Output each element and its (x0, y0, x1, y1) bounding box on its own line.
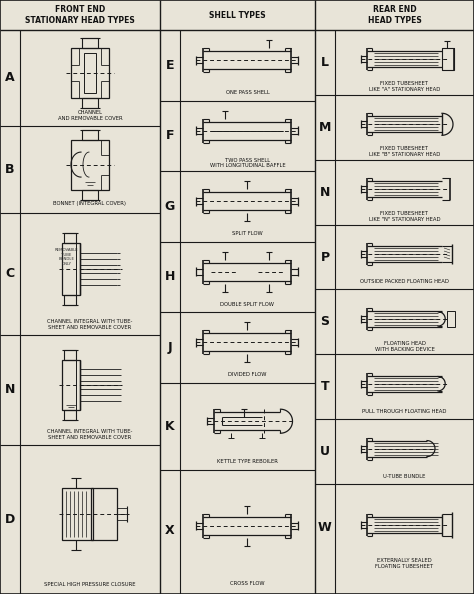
Bar (71, 48, 109, 98)
Text: J: J (168, 341, 173, 354)
Text: DIVIDED FLOW: DIVIDED FLOW (228, 372, 267, 377)
Text: H: H (165, 270, 175, 283)
Text: FRONT END
STATIONARY HEAD TYPES: FRONT END STATIONARY HEAD TYPES (25, 5, 135, 25)
Text: FIXED TUBESHEET
LIKE "N" STATIONARY HEAD: FIXED TUBESHEET LIKE "N" STATIONARY HEAD (369, 211, 440, 222)
Text: W: W (318, 521, 332, 534)
Text: P: P (320, 251, 329, 264)
Text: C: C (5, 267, 15, 280)
Text: SHELL TYPES: SHELL TYPES (209, 11, 266, 20)
Text: N: N (320, 186, 330, 198)
Text: EXTERNALLY SEALED
FLOATING TUBESHEET: EXTERNALLY SEALED FLOATING TUBESHEET (375, 558, 434, 569)
Text: OUTSIDE PACKED FLOATING HEAD: OUTSIDE PACKED FLOATING HEAD (360, 279, 449, 284)
Text: E: E (166, 59, 174, 72)
Bar (71, 140, 109, 189)
Text: SPECIAL HIGH PRESSURE CLOSURE: SPECIAL HIGH PRESSURE CLOSURE (44, 582, 136, 586)
Text: FLOATING HEAD
WITH BACKING DEVICE: FLOATING HEAD WITH BACKING DEVICE (374, 341, 435, 352)
Text: A: A (5, 71, 15, 84)
Bar (82, 38, 98, 48)
Bar (82, 129, 98, 140)
Text: B: B (5, 163, 15, 176)
Text: DOUBLE SPLIT FLOW: DOUBLE SPLIT FLOW (220, 302, 274, 307)
Text: ONE PASS SHELL: ONE PASS SHELL (226, 90, 269, 95)
Bar (442, 49, 454, 71)
Text: U-TUBE BUNDLE: U-TUBE BUNDLE (383, 473, 426, 479)
Text: BONNET (INTEGRAL COVER): BONNET (INTEGRAL COVER) (54, 201, 127, 206)
Bar (63, 359, 81, 409)
Bar (64, 295, 76, 305)
Text: L: L (321, 56, 329, 69)
Bar (64, 349, 76, 359)
Text: TWO PASS SHELL
WITH LONGITUDINAL BAFFLE: TWO PASS SHELL WITH LONGITUDINAL BAFFLE (210, 157, 285, 169)
Text: REAR END
HEAD TYPES: REAR END HEAD TYPES (368, 5, 421, 25)
Bar (82, 189, 98, 200)
Bar (63, 488, 93, 541)
Text: KETTLE TYPE REBOILER: KETTLE TYPE REBOILER (217, 459, 278, 465)
Text: M: M (319, 121, 331, 134)
Text: CHANNEL INTEGRAL WITH TUBE-
SHEET AND REMOVABLE COVER: CHANNEL INTEGRAL WITH TUBE- SHEET AND RE… (47, 319, 133, 330)
Text: SPLIT FLOW: SPLIT FLOW (232, 231, 263, 236)
Text: REMOVABLE
TUBE
BUNDLE
ONLY: REMOVABLE TUBE BUNDLE ONLY (55, 248, 78, 266)
Text: T: T (321, 380, 329, 393)
Text: X: X (165, 524, 175, 537)
Bar (84, 53, 96, 93)
Text: FIXED TUBESHEET
LIKE "B" STATIONARY HEAD: FIXED TUBESHEET LIKE "B" STATIONARY HEAD (369, 146, 440, 157)
Bar (91, 488, 118, 541)
Text: CROSS FLOW: CROSS FLOW (230, 581, 265, 586)
Text: N: N (5, 383, 15, 396)
Text: CHANNEL INTEGRAL WITH TUBE-
SHEET AND REMOVABLE COVER: CHANNEL INTEGRAL WITH TUBE- SHEET AND RE… (47, 429, 133, 440)
Text: K: K (165, 420, 175, 432)
Text: FIXED TUBESHEET
LIKE "A" STATIONARY HEAD: FIXED TUBESHEET LIKE "A" STATIONARY HEAD (369, 81, 440, 92)
Text: U: U (320, 445, 330, 458)
Text: F: F (166, 129, 174, 142)
Bar (64, 233, 76, 243)
Text: PULL THROUGH FLOATING HEAD: PULL THROUGH FLOATING HEAD (362, 409, 447, 413)
Bar (63, 243, 81, 295)
Bar (82, 98, 98, 108)
Text: CHANNEL
AND REMOVABLE COVER: CHANNEL AND REMOVABLE COVER (58, 110, 122, 121)
Bar (64, 409, 76, 419)
Text: S: S (320, 315, 329, 328)
Text: G: G (165, 200, 175, 213)
Text: D: D (5, 513, 15, 526)
Bar (447, 311, 455, 327)
